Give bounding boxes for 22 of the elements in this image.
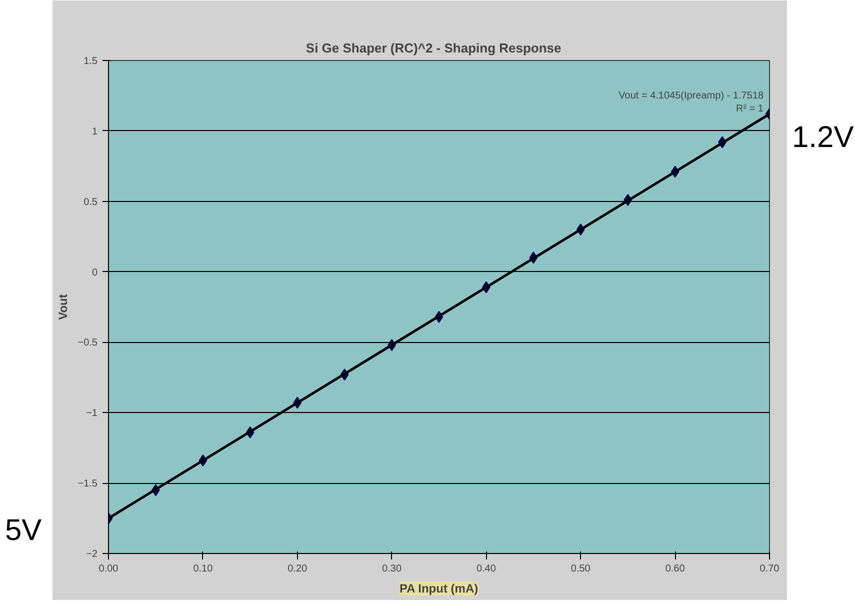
chart-title: Si Ge Shaper (RC)^2 - Shaping Response	[306, 40, 562, 56]
x-tick-label: 0.40	[476, 564, 496, 574]
text: 1.2V	[792, 120, 854, 156]
x-tick-label: 0.30	[382, 564, 402, 574]
x-tick-label: 0.10	[193, 564, 214, 574]
text: 5V	[5, 513, 42, 549]
annotation: Vout = 4.1045(Ipreamp) - 1.7518 R² = 1	[618, 90, 764, 115]
x-tick-label: 0.20	[288, 564, 308, 574]
y-tick-label: −1	[86, 408, 98, 420]
y-tick-label: 1.5	[84, 56, 98, 67]
y-tick-label: 1	[92, 126, 98, 138]
y-tick-label: −0.5	[78, 338, 98, 349]
x-tick-label: 0.70	[760, 564, 780, 574]
y-tick-label: 0	[92, 267, 98, 278]
y-axis-title: Vout	[56, 294, 70, 320]
y-tick-label: −2	[86, 549, 98, 560]
x-tick-label: 0.60	[665, 564, 686, 574]
y-tick-label: −1.5	[78, 478, 98, 490]
x-tick-label: 0.00	[98, 564, 119, 574]
x-tick-label: 0.50	[570, 564, 591, 574]
y-tick-label: 0.5	[84, 196, 98, 208]
x-axis-title: PA Input (mA)	[399, 582, 478, 596]
